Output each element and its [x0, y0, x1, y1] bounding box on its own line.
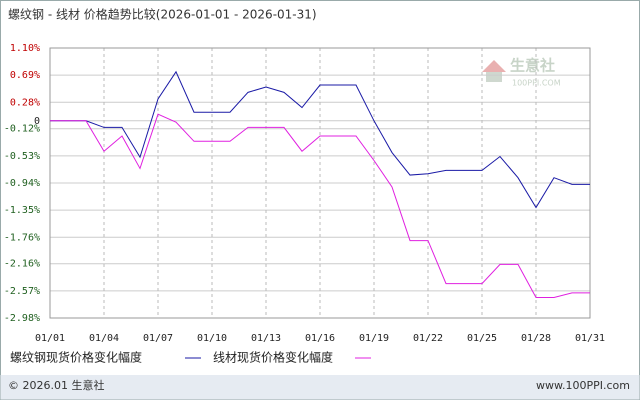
x-tick-label: 01/04 — [89, 333, 119, 344]
y-tick-label: -1.35% — [4, 205, 40, 216]
x-tick-label: 01/01 — [35, 333, 65, 344]
y-tick-label: -0.94% — [4, 178, 40, 189]
x-tick-label: 01/31 — [575, 333, 605, 344]
x-tick-label: 01/25 — [467, 333, 497, 344]
y-tick-label: -1.76% — [4, 232, 40, 243]
x-tick-label: 01/19 — [359, 333, 389, 344]
x-tick-label: 01/07 — [143, 333, 173, 344]
legend-label: 线材现货价格变化幅度 — [213, 350, 333, 365]
footer-right: www.100PPI.com — [536, 379, 630, 392]
x-tick-label: 01/16 — [305, 333, 335, 344]
x-tick-label: 01/10 — [197, 333, 227, 344]
y-tick-label: -2.98% — [4, 313, 40, 324]
y-tick-label: 1.10% — [10, 43, 40, 54]
y-tick-label: -0.12% — [4, 124, 40, 135]
y-tick-label: -0.53% — [4, 151, 40, 162]
watermark-name: 生意社 — [510, 57, 555, 75]
footer-bar — [0, 375, 640, 400]
y-tick-label: -2.16% — [4, 259, 40, 270]
chart-title: 螺纹钢 - 线材 价格趋势比较(2026-01-01 - 2026-01-31) — [8, 7, 317, 22]
plot-border — [49, 47, 591, 319]
series-line — [50, 113, 590, 298]
legend-label: 螺纹钢现货价格变化幅度 — [10, 350, 142, 365]
x-tick-label: 01/13 — [251, 333, 281, 344]
y-tick-label: -2.57% — [4, 286, 40, 297]
y-tick-label: 0.28% — [10, 97, 40, 108]
y-tick-label: 0 — [34, 116, 40, 127]
x-tick-label: 01/22 — [413, 333, 443, 344]
x-tick-label: 01/28 — [521, 333, 551, 344]
series-line — [50, 70, 590, 209]
watermark: 生意社 100PPI.COM — [482, 57, 561, 88]
footer-left: © 2026.01 生意社 — [8, 378, 104, 392]
watermark-site: 100PPI.COM — [512, 79, 561, 88]
y-tick-label: 0.69% — [10, 70, 40, 81]
